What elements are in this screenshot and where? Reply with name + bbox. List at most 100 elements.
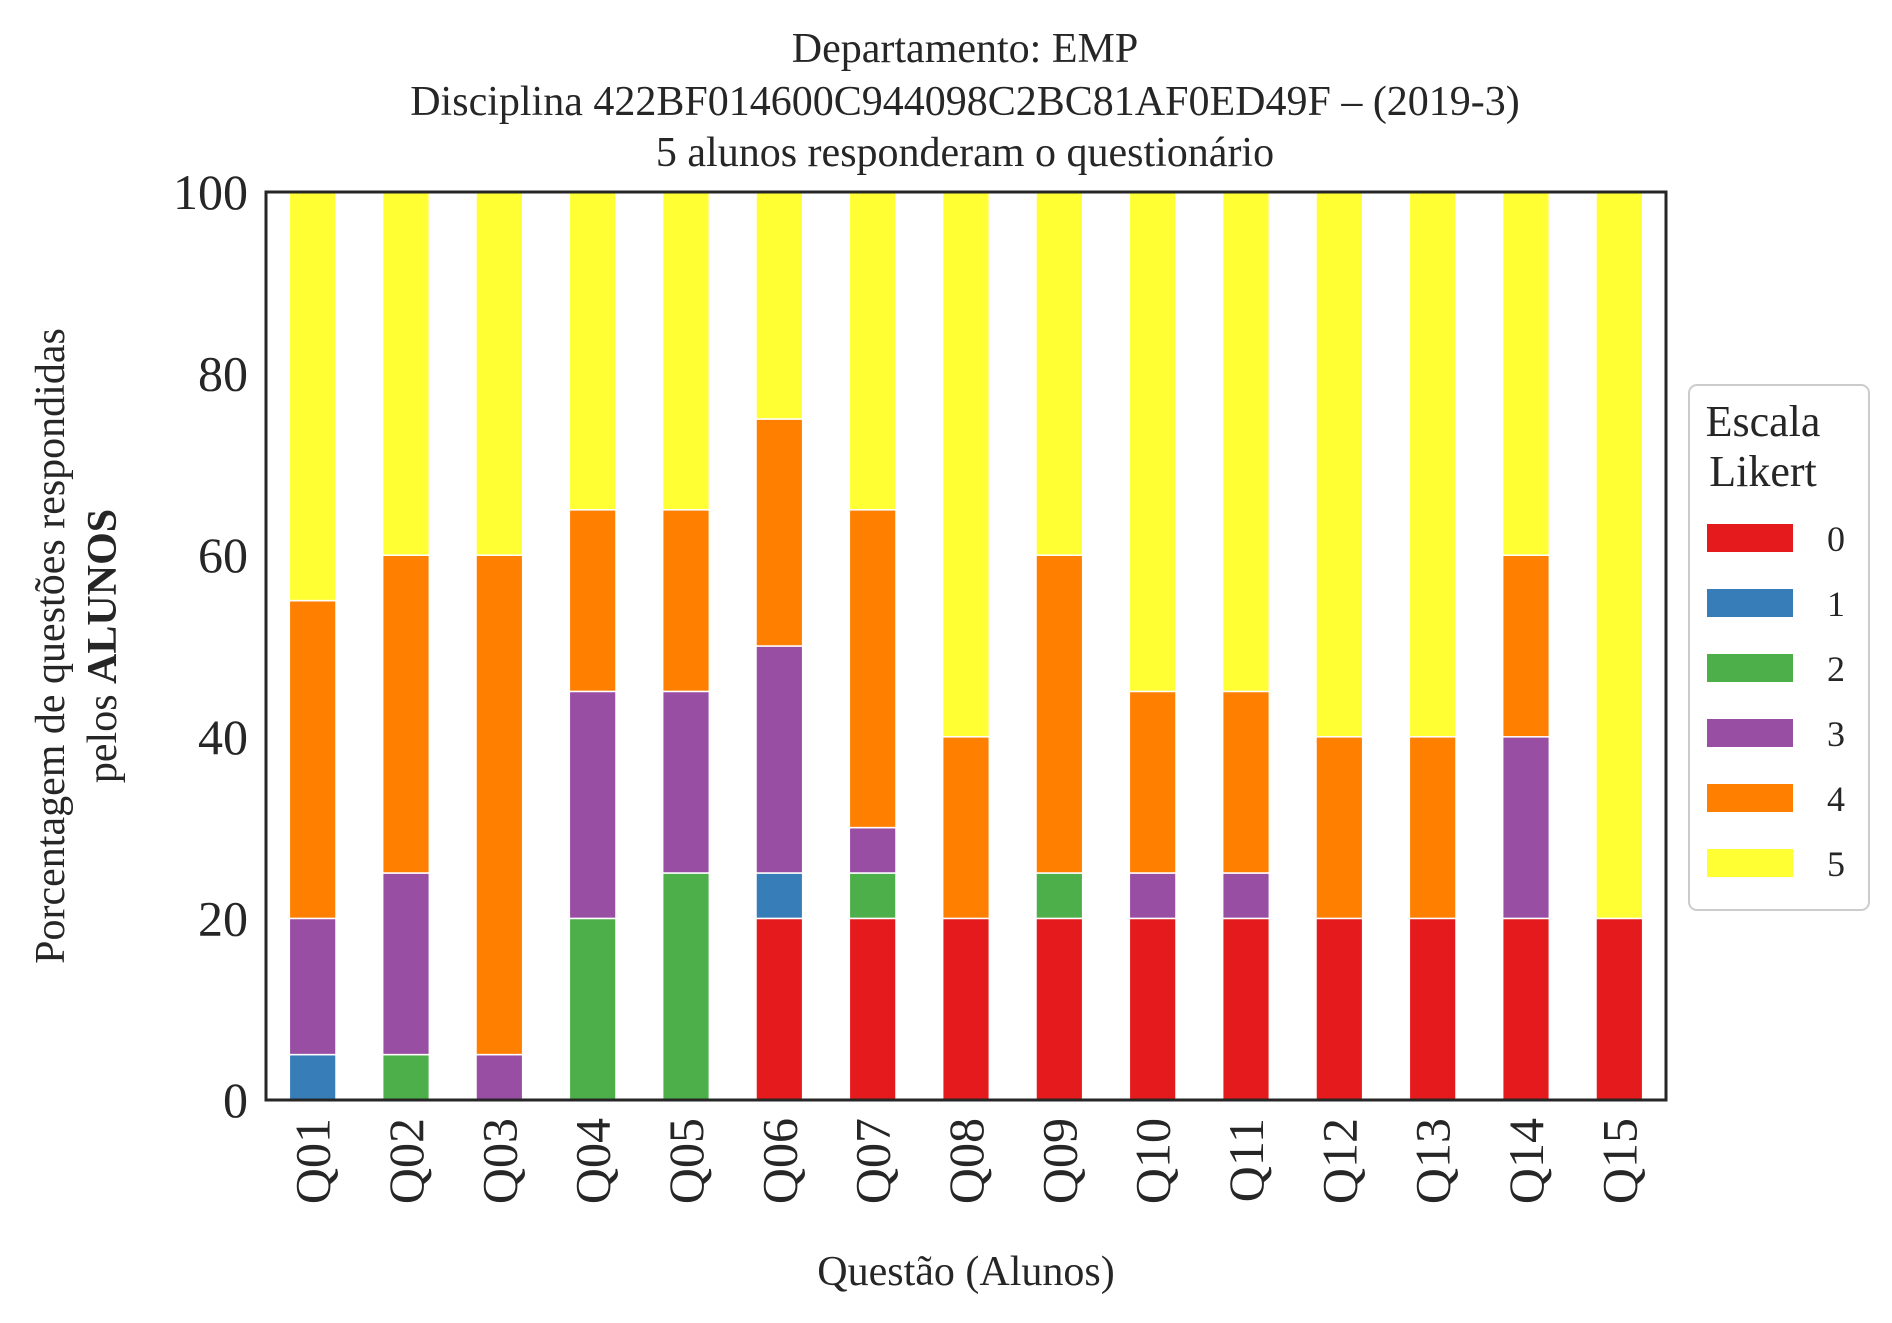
bar-segment-Q02-scale-2 bbox=[381, 1053, 431, 1101]
legend-label-4: 4 bbox=[1827, 779, 1845, 819]
bar-segment-Q10-scale-3 bbox=[1128, 872, 1177, 920]
y-axis-label-line-1: Porcentagem de questões respondidas bbox=[28, 328, 74, 964]
bar-segment-Q06-scale-3 bbox=[755, 645, 804, 874]
bar-segment-Q03-scale-4 bbox=[475, 554, 524, 1056]
bar-segment-Q10-scale-4 bbox=[1128, 690, 1177, 874]
y-tick-label: 100 bbox=[173, 164, 248, 220]
x-tick-label: Q03 bbox=[471, 1118, 527, 1204]
title-line-2: Disciplina 422BF014600C944098C2BC81AF0ED… bbox=[410, 79, 1520, 125]
bar-segment-Q11-scale-0 bbox=[1221, 917, 1271, 1101]
bar-segment-Q02-scale-3 bbox=[381, 872, 431, 1056]
x-tick-label: Q12 bbox=[1311, 1118, 1367, 1204]
bar-segment-Q13-scale-4 bbox=[1408, 736, 1457, 920]
x-tick-label: Q01 bbox=[285, 1118, 341, 1204]
bar-segment-Q15-scale-0 bbox=[1595, 917, 1644, 1101]
y-axis-label-line-2: pelos ALUNOS bbox=[80, 509, 126, 783]
plot-frame bbox=[264, 190, 1668, 1102]
y-tick-label: 80 bbox=[198, 346, 248, 402]
bar-segment-Q06-scale-0 bbox=[755, 917, 804, 1101]
legend-swatch-3 bbox=[1707, 719, 1793, 747]
bar-segment-Q11-scale-3 bbox=[1221, 872, 1271, 920]
bar-segment-Q04-scale-3 bbox=[568, 690, 617, 920]
chart-title: Departamento: EMP Disciplina 422BF014600… bbox=[410, 26, 1520, 176]
bar-segment-Q13-scale-5 bbox=[1408, 191, 1457, 738]
y-tick-label: 40 bbox=[198, 709, 248, 765]
title-line-1: Departamento: EMP bbox=[792, 26, 1138, 72]
bar-segment-Q06-scale-5 bbox=[755, 191, 804, 420]
bar-segment-Q08-scale-4 bbox=[941, 736, 991, 920]
bar-segment-Q14-scale-4 bbox=[1501, 554, 1551, 738]
y-axis-label-prefix: pelos bbox=[80, 684, 126, 783]
bar-segment-Q08-scale-5 bbox=[941, 191, 991, 738]
bar-segment-Q12-scale-5 bbox=[1315, 191, 1364, 738]
bar-segment-Q05-scale-4 bbox=[661, 509, 711, 693]
bar-segment-Q06-scale-4 bbox=[755, 418, 804, 647]
bar-segment-Q07-scale-2 bbox=[848, 872, 897, 920]
bar-segment-Q01-scale-3 bbox=[288, 917, 337, 1056]
bar-segment-Q14-scale-5 bbox=[1501, 191, 1551, 556]
bar-segment-Q12-scale-0 bbox=[1315, 917, 1364, 1101]
legend-label-1: 1 bbox=[1827, 584, 1845, 624]
bar-segment-Q15-scale-5 bbox=[1595, 191, 1644, 920]
bar-segment-Q03-scale-3 bbox=[475, 1053, 524, 1101]
legend-swatch-0 bbox=[1707, 524, 1793, 552]
bar-segment-Q11-scale-4 bbox=[1221, 690, 1271, 874]
x-tick-label: Q06 bbox=[751, 1118, 807, 1204]
bar-segment-Q09-scale-0 bbox=[1035, 917, 1084, 1101]
x-tick-label: Q07 bbox=[845, 1118, 901, 1204]
bar-segment-Q01-scale-5 bbox=[288, 191, 337, 602]
bar-segment-Q09-scale-4 bbox=[1035, 554, 1084, 874]
bar-segment-Q03-scale-5 bbox=[475, 191, 524, 556]
bar-segment-Q10-scale-5 bbox=[1128, 191, 1177, 693]
y-axis-label: Porcentagem de questões respondidas pelo… bbox=[28, 328, 126, 964]
legend-swatch-4 bbox=[1707, 784, 1793, 812]
bar-segment-Q10-scale-0 bbox=[1128, 917, 1177, 1101]
legend-label-0: 0 bbox=[1827, 519, 1845, 559]
x-axis-ticks: Q01 Q02 Q03 Q04 Q05 Q06 Q07 Q08 Q09 Q10 Q11 Q12 Q13 Q… bbox=[285, 1118, 1648, 1204]
bar-segment-Q05-scale-5 bbox=[661, 191, 711, 511]
x-tick-label: Q05 bbox=[658, 1118, 714, 1204]
legend-items: 0 1 2 3 4 5 bbox=[1707, 519, 1845, 884]
bar-segment-Q09-scale-2 bbox=[1035, 872, 1084, 920]
y-tick-label: 20 bbox=[198, 890, 248, 946]
x-axis-label: Questão (Alunos) bbox=[817, 1249, 1114, 1295]
x-tick-label: Q14 bbox=[1498, 1118, 1554, 1204]
bar-segment-Q05-scale-3 bbox=[661, 690, 711, 874]
y-tick-label: 60 bbox=[198, 527, 248, 583]
bar-segment-Q07-scale-0 bbox=[848, 917, 897, 1101]
legend-frame bbox=[1688, 384, 1870, 911]
title-line-3: 5 alunos responderam o questionário bbox=[656, 130, 1274, 176]
bar-segment-Q04-scale-2 bbox=[568, 917, 617, 1101]
bars-group bbox=[288, 191, 1644, 1101]
legend-swatch-5 bbox=[1707, 849, 1793, 877]
x-tick-label: Q11 bbox=[1218, 1118, 1274, 1202]
bar-segment-Q11-scale-5 bbox=[1221, 191, 1271, 693]
legend: Escala Likert 0 1 2 3 4 5 bbox=[1688, 384, 1870, 911]
x-tick-label: Q15 bbox=[1591, 1118, 1647, 1204]
x-tick-label: Q08 bbox=[938, 1118, 994, 1204]
bar-segment-Q01-scale-1 bbox=[288, 1053, 337, 1101]
legend-title-line-2: Likert bbox=[1709, 447, 1817, 496]
bar-segment-Q01-scale-4 bbox=[288, 599, 337, 920]
bar-segment-Q04-scale-4 bbox=[568, 509, 617, 693]
x-tick-label: Q10 bbox=[1125, 1118, 1181, 1204]
bar-segment-Q12-scale-4 bbox=[1315, 736, 1364, 920]
bar-segment-Q05-scale-2 bbox=[661, 872, 711, 1101]
bar-segment-Q06-scale-1 bbox=[755, 872, 804, 920]
y-axis-ticks: 0 20 40 60 80 100 bbox=[173, 164, 248, 1128]
x-tick-label: Q04 bbox=[565, 1118, 621, 1204]
x-tick-label: Q09 bbox=[1031, 1118, 1087, 1204]
bar-segment-Q07-scale-5 bbox=[848, 191, 897, 511]
bar-segment-Q04-scale-5 bbox=[568, 191, 617, 511]
bar-segment-Q14-scale-0 bbox=[1501, 917, 1551, 1101]
bar-segment-Q02-scale-5 bbox=[381, 191, 431, 556]
x-tick-label: Q02 bbox=[378, 1118, 434, 1204]
bar-segment-Q09-scale-5 bbox=[1035, 191, 1084, 556]
bar-segment-Q02-scale-4 bbox=[381, 554, 431, 874]
y-axis-label-bold: ALUNOS bbox=[80, 509, 126, 684]
bar-segment-Q08-scale-0 bbox=[941, 917, 991, 1101]
bar-segment-Q07-scale-3 bbox=[848, 826, 897, 874]
legend-title-line-1: Escala bbox=[1706, 397, 1821, 446]
legend-swatch-1 bbox=[1707, 589, 1793, 617]
